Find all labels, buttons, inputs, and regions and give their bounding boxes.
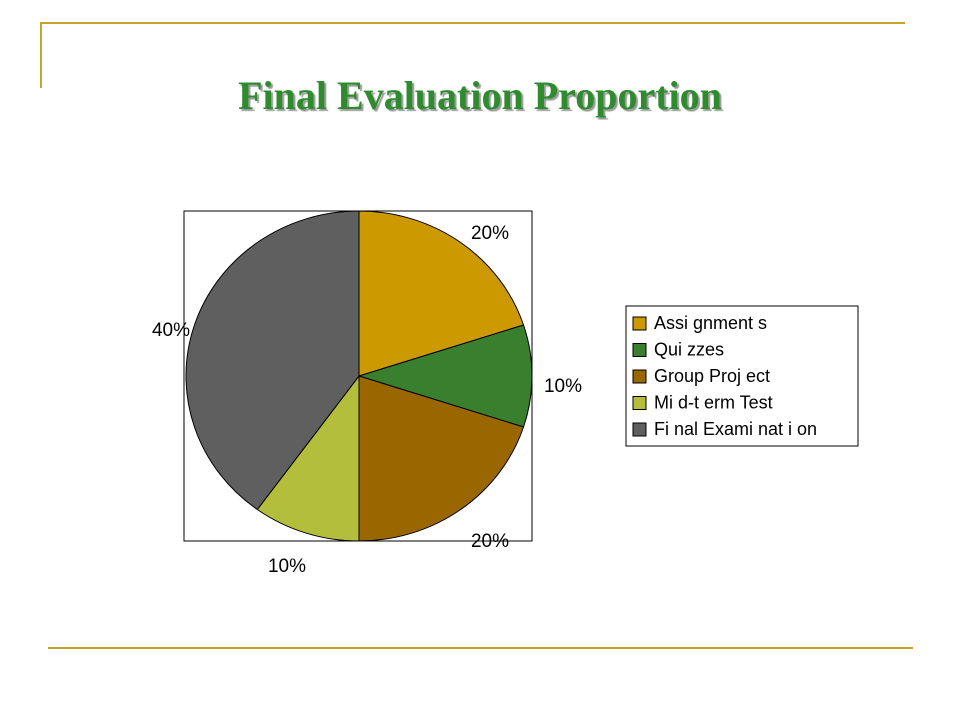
pie-slice-mid-term-test bbox=[256, 374, 360, 542]
pie-slices bbox=[185, 210, 533, 542]
legend-label-final-examination: Fi nal Exami nat i on bbox=[654, 419, 817, 439]
data-label-group-project: 20% bbox=[471, 531, 509, 552]
bottom-accent-rule bbox=[48, 647, 913, 649]
legend-label-mid-term-test: Mi d-t erm Test bbox=[654, 392, 773, 412]
data-labels: 20% 10% 20% 10% 40% bbox=[152, 223, 582, 577]
data-label-final-examination: 40% bbox=[152, 320, 190, 341]
legend-label-group-project: Group Proj ect bbox=[654, 366, 770, 386]
legend-swatch-mid-term-test bbox=[632, 396, 647, 410]
data-label-quizzes: 10% bbox=[544, 376, 582, 397]
legend-label-assignments: Assi gnment s bbox=[654, 313, 767, 333]
data-label-mid-term-test: 10% bbox=[268, 556, 306, 577]
legend-label-quizzes: Qui zzes bbox=[654, 339, 724, 359]
legend-swatch-final-examination bbox=[632, 422, 647, 437]
legend-swatch-quizzes bbox=[632, 343, 647, 357]
pie-slice-quizzes bbox=[357, 324, 533, 428]
pie-slice-final-examination bbox=[185, 210, 360, 511]
pie-slice-assignments bbox=[358, 210, 525, 377]
legend-swatch-group-project bbox=[632, 369, 647, 384]
legend-swatch-assignments bbox=[632, 316, 647, 331]
slide-title: Final Evaluation Proportion bbox=[238, 73, 722, 118]
left-accent-rule bbox=[40, 22, 42, 88]
legend-frame bbox=[625, 305, 859, 447]
legend: Assi gnment s Qui zzes Group Proj ect Mi d-… bbox=[625, 305, 859, 447]
top-accent-rule bbox=[40, 22, 905, 24]
pie-slice-group-project bbox=[358, 375, 525, 542]
data-label-assignments: 20% bbox=[471, 223, 509, 244]
